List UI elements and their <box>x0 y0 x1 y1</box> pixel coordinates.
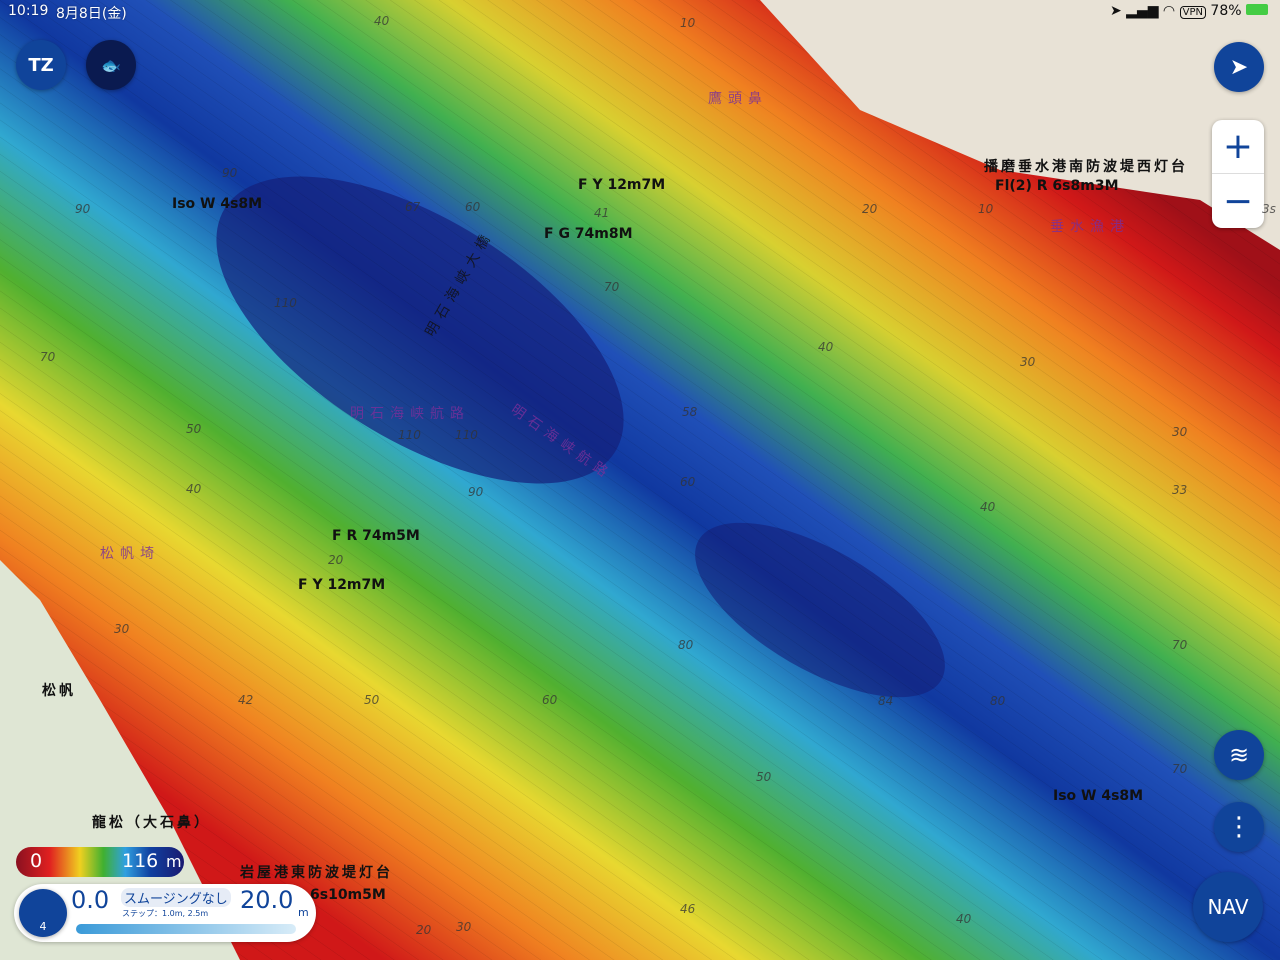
vpn-badge: VPN <box>1179 6 1206 19</box>
depth-label: 40 <box>374 14 390 28</box>
legend-unit: m <box>166 852 182 871</box>
depth-label: 70 <box>1172 638 1188 652</box>
depth-label: 10 <box>978 202 994 216</box>
depth-label: 70 <box>604 280 620 294</box>
depth-label: 50 <box>364 693 380 707</box>
depth-label: 30 <box>114 622 130 636</box>
range-slider[interactable] <box>76 924 296 934</box>
depth-label: 60 <box>542 693 558 707</box>
more-icon[interactable]: ⋮ <box>1214 802 1264 852</box>
status-time: 10:19 <box>8 3 49 19</box>
battery-percent: 78% <box>1210 3 1242 19</box>
nav-aid-label[interactable]: F Y 12m7M <box>578 177 666 193</box>
depth-label: 60 <box>680 475 696 489</box>
range-unit: m <box>298 906 309 919</box>
nav-aid-label[interactable]: F Y 12m7M <box>298 577 386 593</box>
depth-label: 58 <box>682 405 698 419</box>
depth-label: 60 <box>465 200 481 214</box>
shading-badge[interactable]: 4 <box>19 889 67 937</box>
depth-label: 80 <box>990 694 1006 708</box>
fish-finder-icon[interactable]: 🐟 <box>86 40 136 90</box>
zoom-in-button[interactable]: + <box>1212 120 1264 174</box>
battery-icon <box>1246 4 1268 15</box>
status-icons: ➤ ▂▄▆ ◠ VPN 78% <box>1110 3 1268 19</box>
depth-label: 40 <box>956 912 972 926</box>
depth-label: 30 <box>456 920 472 934</box>
depth-label: 84 <box>878 694 894 708</box>
depth-label: 33 <box>1172 483 1188 497</box>
depth-label: 50 <box>186 422 202 436</box>
zoom-control: + − <box>1212 120 1264 228</box>
tz-logo-button[interactable]: TZ <box>16 40 66 90</box>
location-arrow-icon[interactable]: ➤ <box>1214 42 1264 92</box>
nav-aid-label[interactable]: 6s10m5M <box>310 887 386 903</box>
depth-label: 90 <box>222 166 238 180</box>
place-name-label: 垂水漁港 <box>1050 219 1130 235</box>
depth-label: 70 <box>40 350 56 364</box>
depth-label: 30 <box>1020 355 1036 369</box>
nav-aid-label[interactable]: Iso W 4s8M <box>172 196 263 212</box>
place-name-label: 松帆埼 <box>100 546 160 562</box>
depth-label: 50 <box>756 770 772 784</box>
nav-aid-label[interactable]: Fl(2) R 6s8m3M <box>995 178 1119 194</box>
depth-label: 3s <box>1262 202 1276 216</box>
nav-aid-label[interactable]: F G 74m8M <box>544 226 633 242</box>
depth-label: 110 <box>455 428 478 442</box>
depth-label: 10 <box>680 16 696 30</box>
depth-label: 110 <box>274 296 297 310</box>
smoothing-label: スムージングなし <box>121 888 231 907</box>
legend-max: 116 <box>122 850 159 872</box>
depth-label: 40 <box>980 500 996 514</box>
nav-aid-label[interactable]: F R 74m5M <box>332 528 420 544</box>
depth-label: 30 <box>1172 425 1188 439</box>
place-name-label: 鷹頭鼻 <box>708 91 768 107</box>
depth-label: 80 <box>678 638 694 652</box>
step-label: ステップ：1.0m, 2.5m <box>122 909 209 918</box>
depth-label: 42 <box>238 693 254 707</box>
depth-label: 110 <box>398 428 421 442</box>
depth-label: 41 <box>594 206 610 220</box>
depth-label: 70 <box>1172 762 1188 776</box>
depth-label: 40 <box>818 340 834 354</box>
zoom-out-button[interactable]: − <box>1222 180 1254 222</box>
range-min: 0.0 <box>71 886 110 914</box>
depth-label: 90 <box>468 485 484 499</box>
status-date: 8月8日(金) <box>56 6 127 22</box>
place-name-label: 龍松（大石鼻） <box>92 815 211 831</box>
place-name-label: 松帆 <box>42 683 76 699</box>
place-name-label: 明石海峡航路 <box>350 406 470 422</box>
nav-aid-label[interactable]: Iso W 4s8M <box>1053 788 1144 804</box>
depth-label: 40 <box>186 482 202 496</box>
layers-icon[interactable]: ≋ <box>1214 730 1264 780</box>
depth-label: 67 <box>405 200 421 214</box>
depth-range-panel[interactable]: 4 0.0 スムージングなし ステップ：1.0m, 2.5m 20.0 m <box>14 884 316 942</box>
depth-label: 20 <box>416 923 432 937</box>
nav-button[interactable]: NAV <box>1193 872 1263 942</box>
depth-label: 90 <box>75 202 91 216</box>
place-name-label: 岩屋港東防波堤灯台 <box>240 865 393 881</box>
legend-min: 0 <box>30 850 43 872</box>
depth-color-legend[interactable]: 0 116 m <box>16 847 184 877</box>
depth-label: 20 <box>328 553 344 567</box>
place-name-label: 播磨垂水港南防波堤西灯台 <box>984 159 1188 175</box>
range-max: 20.0 <box>240 886 294 914</box>
depth-label: 20 <box>862 202 878 216</box>
depth-label: 46 <box>680 902 696 916</box>
